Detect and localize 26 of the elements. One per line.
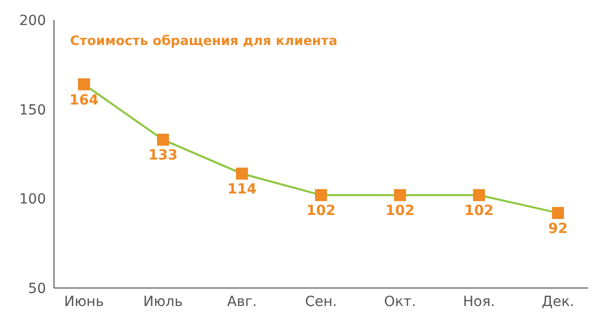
x-tick-label: Сен. xyxy=(305,294,337,310)
point xyxy=(473,189,485,202)
y-tick-label: 150 xyxy=(19,102,46,118)
data-label: 102 xyxy=(464,203,494,220)
point xyxy=(157,134,169,146)
data-label: 102 xyxy=(306,203,336,220)
y-tick-label: 200 xyxy=(19,12,46,29)
x-tick-label: Дек. xyxy=(542,294,574,310)
x-tick-label: Авг. xyxy=(227,294,257,310)
x-tick-label: Июнь xyxy=(64,294,104,310)
point xyxy=(552,206,564,219)
y-tick-label: 100 xyxy=(19,192,46,208)
point xyxy=(394,189,406,202)
y-tick-label: 50 xyxy=(28,280,46,297)
data-label: 92 xyxy=(548,220,568,237)
text: Стоимость обращения для клиента xyxy=(70,34,338,49)
data-label: 133 xyxy=(148,148,178,164)
point xyxy=(78,78,90,90)
data-label: 164 xyxy=(69,92,99,108)
point xyxy=(236,168,248,180)
x-tick-label: Ноя. xyxy=(463,294,495,310)
x-tick-label: Июль xyxy=(143,294,183,310)
x-tick-label: Окт. xyxy=(384,294,416,310)
data-label: 102 xyxy=(385,203,415,220)
data-label: 114 xyxy=(227,182,257,198)
point xyxy=(315,189,327,202)
